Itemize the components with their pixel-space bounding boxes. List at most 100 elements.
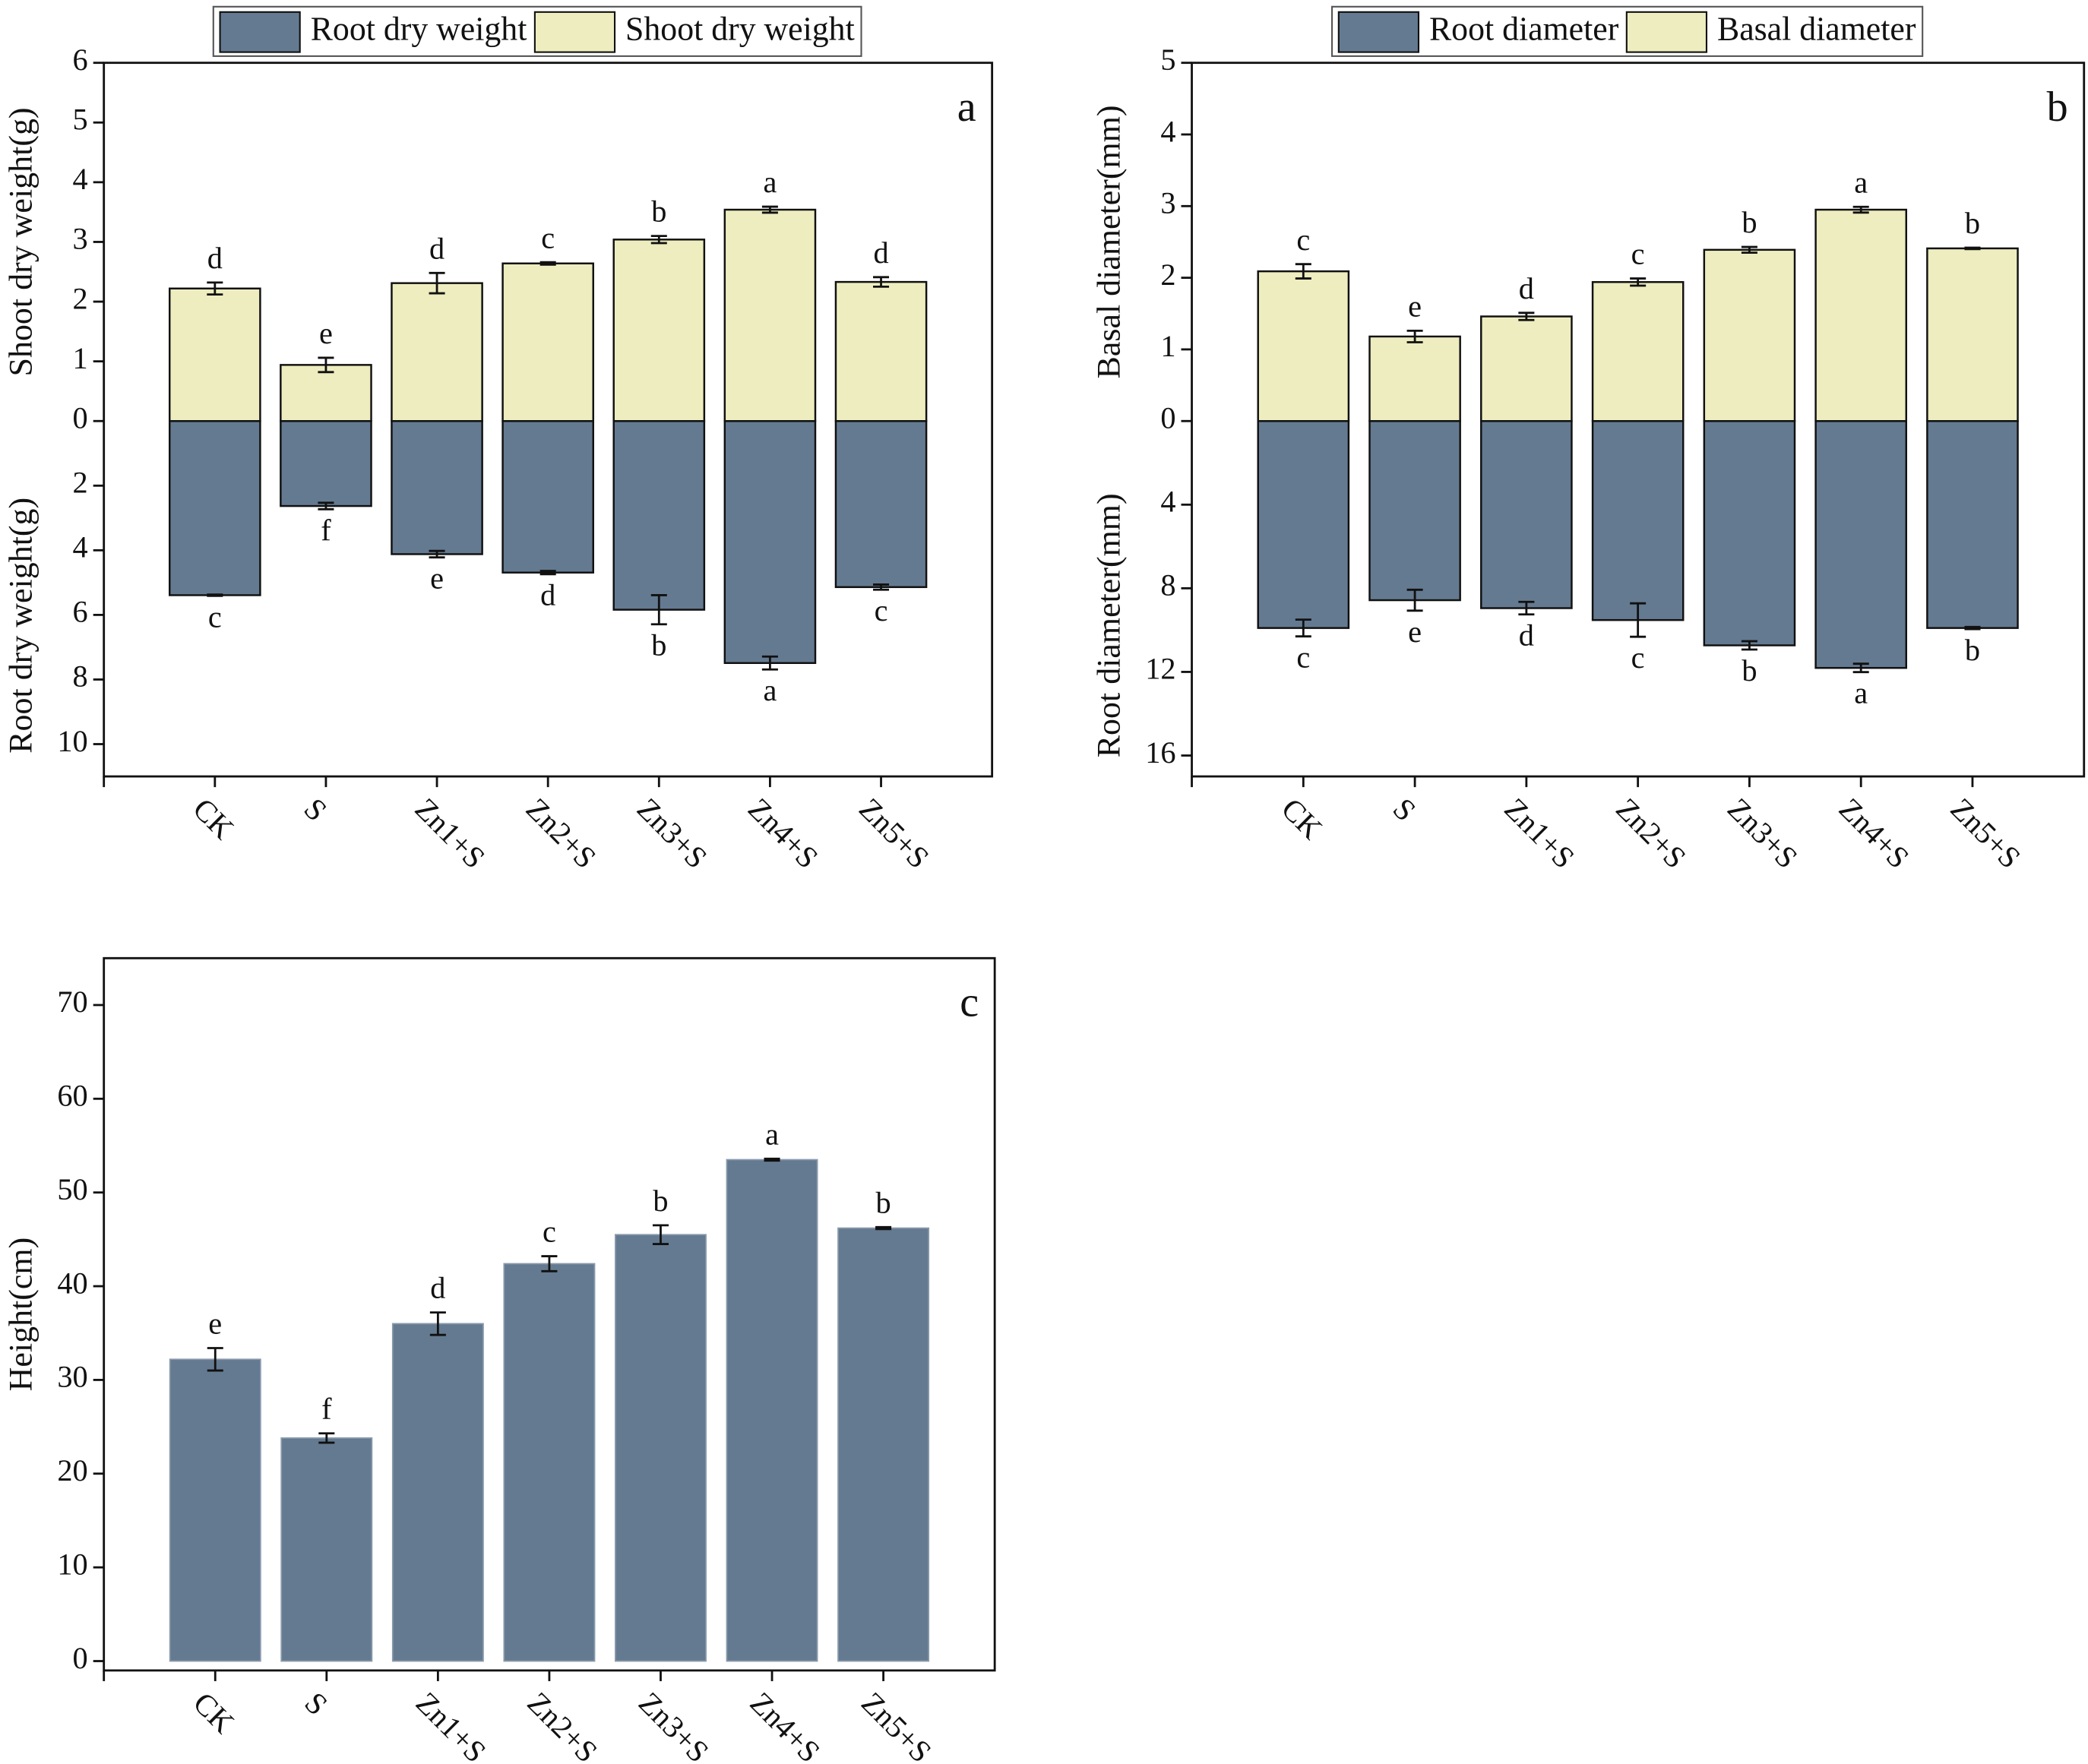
error-bar: [1518, 311, 1535, 321]
error-bar: [1964, 625, 1981, 631]
y-tick-label: 30: [57, 1360, 87, 1394]
error-bar: [873, 276, 890, 288]
significance-label: a: [763, 165, 777, 199]
error-bar: [1630, 602, 1647, 638]
bar: [834, 280, 928, 422]
error-bar: [650, 594, 667, 626]
y-tick-label: 60: [57, 1079, 87, 1113]
bar: [280, 1437, 373, 1662]
error-bar: [1630, 277, 1647, 287]
error-bar: [1852, 205, 1869, 214]
bar: [280, 420, 372, 507]
error-bar: [1295, 618, 1311, 638]
error-bar: [761, 205, 778, 214]
bar: [723, 208, 817, 422]
x-tick-label: Zn5+S: [855, 1686, 938, 1764]
error-bar: [650, 235, 667, 245]
x-tick-label: S: [1387, 792, 1423, 828]
error-bar: [1741, 245, 1757, 254]
panel-label: a: [957, 84, 976, 131]
x-tick-label: Zn1+S: [410, 1686, 493, 1764]
y-tick-label: 6: [73, 43, 88, 77]
y-tick-label: 70: [57, 985, 87, 1019]
bar: [1257, 420, 1350, 629]
significance-label: a: [1854, 676, 1868, 710]
error-bar: [207, 1347, 223, 1372]
bar: [1591, 281, 1685, 422]
error-bar: [207, 593, 223, 597]
significance-label: d: [540, 578, 555, 612]
significance-label: c: [1296, 640, 1310, 675]
bar: [723, 420, 817, 664]
x-tick-label: S: [298, 1686, 334, 1722]
significance-label: b: [653, 1184, 668, 1218]
legend: Root diameter Basal diameter: [1330, 5, 1924, 57]
bar: [391, 1323, 484, 1662]
error-bar: [652, 1224, 669, 1245]
error-bar: [541, 1255, 558, 1272]
bar: [169, 420, 261, 596]
y-axis-label: Basal diameter(mm): [1091, 105, 1128, 378]
x-tick-label: Zn2+S: [520, 1686, 604, 1764]
error-bar: [1964, 246, 1981, 251]
y-axis-label: Shoot dry weight(g): [3, 107, 40, 376]
bar: [1480, 315, 1573, 422]
bar: [726, 1159, 818, 1662]
bar: [612, 420, 706, 611]
legend: Root dry weight Shoot dry weight: [212, 5, 862, 57]
bar: [391, 420, 483, 555]
significance-label: c: [875, 593, 888, 628]
panel-label: c: [960, 978, 979, 1026]
x-tick-label: Zn2+S: [520, 792, 603, 875]
y-tick-label: 2: [73, 281, 88, 315]
y-tick-label: 1: [1160, 329, 1175, 363]
error-bar: [539, 261, 556, 266]
significance-label: c: [541, 220, 555, 254]
y2-tick-label: 10: [57, 724, 87, 758]
significance-label: e: [1408, 289, 1422, 323]
y2-tick-label: 2: [73, 466, 88, 500]
bar: [1703, 248, 1796, 422]
significance-label: a: [763, 673, 777, 707]
error-bar: [429, 1311, 446, 1336]
bar: [1814, 208, 1908, 422]
y-tick-label: 3: [1160, 186, 1175, 220]
bar: [1368, 335, 1461, 422]
y2-tick-label: 8: [1160, 568, 1175, 602]
significance-label: b: [651, 194, 666, 229]
bar: [391, 282, 483, 422]
y-tick-label: 5: [73, 102, 88, 136]
y-tick-label: 20: [57, 1453, 87, 1487]
error-bar: [429, 271, 445, 295]
significance-label: f: [321, 513, 331, 547]
significance-label: b: [651, 628, 666, 662]
bar: [834, 420, 928, 589]
x-tick-label: CK: [187, 1686, 241, 1740]
y2-axis-label: Root dry weight(g): [3, 498, 40, 754]
error-bar: [761, 655, 778, 671]
bar: [1257, 270, 1350, 422]
significance-label: e: [1408, 615, 1422, 649]
significance-label: d: [1519, 618, 1534, 653]
panel-label: b: [2047, 84, 2068, 131]
y2-tick-label: 4: [73, 530, 88, 564]
error-bar: [873, 583, 890, 591]
y2-tick-label: 8: [73, 659, 88, 694]
y-tick-label: 5: [1160, 43, 1175, 77]
bar: [503, 1263, 596, 1662]
x-tick-label: Zn5+S: [1944, 792, 2028, 875]
bar: [612, 239, 706, 422]
x-tick-label: Zn4+S: [1833, 792, 1916, 875]
bar: [501, 420, 594, 574]
error-bar: [207, 281, 223, 296]
x-tick-label: Zn4+S: [742, 792, 825, 875]
bar: [169, 1358, 261, 1662]
x-tick-label: Zn3+S: [632, 1686, 716, 1764]
plot-frame: [103, 956, 996, 1672]
y-tick-label: 1: [73, 341, 88, 375]
y2-tick-label: 6: [73, 595, 88, 629]
significance-label: c: [1631, 237, 1645, 271]
significance-label: d: [207, 241, 223, 275]
bar: [1703, 420, 1796, 646]
